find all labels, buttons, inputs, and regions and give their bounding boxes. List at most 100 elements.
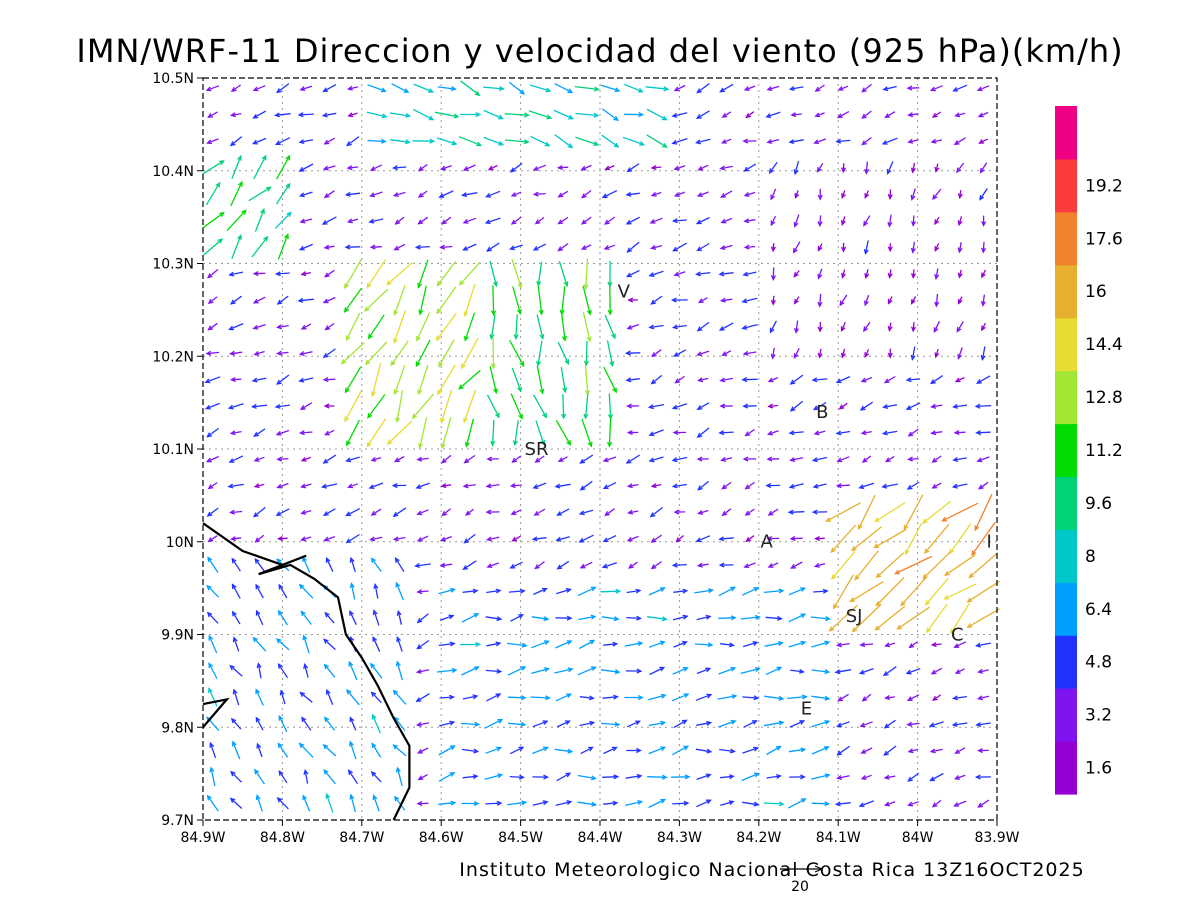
wind-vector bbox=[325, 613, 334, 623]
y-tick-label: 10N bbox=[166, 535, 194, 551]
wind-vector bbox=[391, 341, 408, 365]
wind-vector bbox=[367, 260, 385, 288]
y-tick-label: 10.3N bbox=[152, 257, 194, 273]
wind-vector bbox=[788, 799, 805, 808]
wind-vector bbox=[459, 370, 480, 389]
wind-vector bbox=[255, 559, 264, 571]
wind-vector bbox=[366, 342, 387, 364]
wind-vector bbox=[697, 84, 709, 93]
wind-vector bbox=[719, 587, 735, 595]
wind-vector bbox=[875, 503, 905, 522]
wind-vector bbox=[256, 209, 264, 231]
wind-vector bbox=[562, 313, 565, 341]
wind-vector bbox=[581, 481, 592, 489]
wind-vector bbox=[460, 262, 480, 284]
wind-vector bbox=[231, 137, 242, 146]
colorbar-swatch bbox=[1055, 424, 1077, 478]
wind-vector bbox=[586, 341, 587, 365]
wind-vector bbox=[301, 612, 311, 625]
wind-vector bbox=[926, 578, 948, 604]
x-tick-label: 83.9W bbox=[974, 830, 1019, 846]
wind-vector bbox=[490, 261, 496, 286]
wind-vector bbox=[583, 312, 590, 341]
wind-vector bbox=[838, 746, 850, 755]
wind-vector bbox=[388, 421, 412, 444]
wind-vector bbox=[609, 393, 610, 418]
wind-vector bbox=[509, 82, 524, 94]
wind-vector bbox=[202, 161, 223, 174]
wind-vector bbox=[372, 744, 380, 758]
wind-vector bbox=[490, 366, 496, 393]
wind-vector bbox=[437, 287, 456, 313]
wind-vector bbox=[513, 287, 521, 314]
wind-vector bbox=[254, 508, 265, 517]
wind-vector bbox=[493, 285, 494, 314]
wind-vector bbox=[898, 607, 930, 629]
wind-vector bbox=[347, 420, 360, 445]
reference-vector-label: 20 bbox=[791, 879, 809, 895]
wind-vector bbox=[368, 395, 385, 418]
wind-vector bbox=[396, 558, 404, 571]
chart-title: IMN/WRF-11 Direccion y velocidad del vie… bbox=[76, 32, 1123, 70]
wind-vector bbox=[609, 419, 610, 446]
wind-vector bbox=[945, 555, 975, 575]
map-grid bbox=[203, 78, 997, 820]
wind-vector bbox=[647, 777, 666, 778]
wind-vector bbox=[347, 313, 360, 340]
wind-vector bbox=[537, 366, 542, 393]
y-tick-label: 9.8N bbox=[161, 720, 194, 736]
wind-vector bbox=[554, 110, 573, 118]
wind-vector bbox=[372, 772, 381, 782]
wind-vector bbox=[508, 667, 525, 675]
wind-vector bbox=[465, 284, 475, 315]
wind-vector bbox=[555, 135, 573, 148]
wind-vector bbox=[417, 313, 430, 341]
wind-vector bbox=[372, 363, 380, 396]
wind-vector bbox=[791, 401, 803, 410]
wind-vector bbox=[279, 664, 288, 677]
wind-vector bbox=[420, 417, 427, 447]
city-label: SJ bbox=[846, 606, 863, 627]
colorbar-label: 12.8 bbox=[1085, 388, 1123, 408]
x-tick-label: 84.4W bbox=[577, 830, 622, 846]
wind-vector bbox=[488, 395, 500, 417]
city-label: C bbox=[951, 625, 964, 646]
wind-vector bbox=[397, 390, 403, 421]
wind-vector bbox=[346, 367, 361, 392]
wind-vectors bbox=[202, 81, 999, 813]
wind-vector bbox=[301, 693, 313, 703]
wind-vector bbox=[608, 340, 613, 365]
wind-vector bbox=[555, 84, 572, 93]
colorbar-swatch bbox=[1055, 688, 1077, 742]
wind-vector bbox=[420, 286, 426, 314]
wind-vector bbox=[484, 137, 503, 144]
colorbar-label: 14.4 bbox=[1085, 335, 1123, 355]
wind-vector bbox=[529, 111, 551, 118]
wind-vector bbox=[254, 156, 266, 179]
wind-vector bbox=[394, 310, 405, 342]
city-label: V bbox=[618, 281, 631, 302]
wind-vector bbox=[231, 772, 241, 782]
wind-vector bbox=[441, 390, 451, 423]
y-tick-label: 10.1N bbox=[152, 442, 194, 458]
footer-credit: Instituto Meteorologico Nacional Costa R… bbox=[459, 859, 1084, 881]
wind-vector bbox=[418, 614, 429, 623]
wind-vector bbox=[943, 503, 979, 521]
y-tick-label: 10.4N bbox=[152, 164, 194, 180]
wind-vector bbox=[602, 109, 618, 120]
wind-vector bbox=[206, 183, 219, 205]
colorbar-label: 11.2 bbox=[1085, 441, 1123, 461]
wind-vector bbox=[537, 315, 543, 339]
wind-vector bbox=[904, 495, 922, 530]
wind-vector bbox=[325, 665, 335, 678]
wind-vector bbox=[202, 213, 223, 229]
wind-vector bbox=[672, 746, 688, 754]
wind-vector bbox=[718, 618, 735, 619]
wind-vector bbox=[300, 585, 313, 599]
wind-vector bbox=[602, 135, 618, 147]
x-tick-label: 84.2W bbox=[736, 830, 781, 846]
wind-vector bbox=[277, 375, 289, 384]
wind-vector bbox=[884, 667, 896, 676]
wind-vector bbox=[465, 313, 474, 340]
